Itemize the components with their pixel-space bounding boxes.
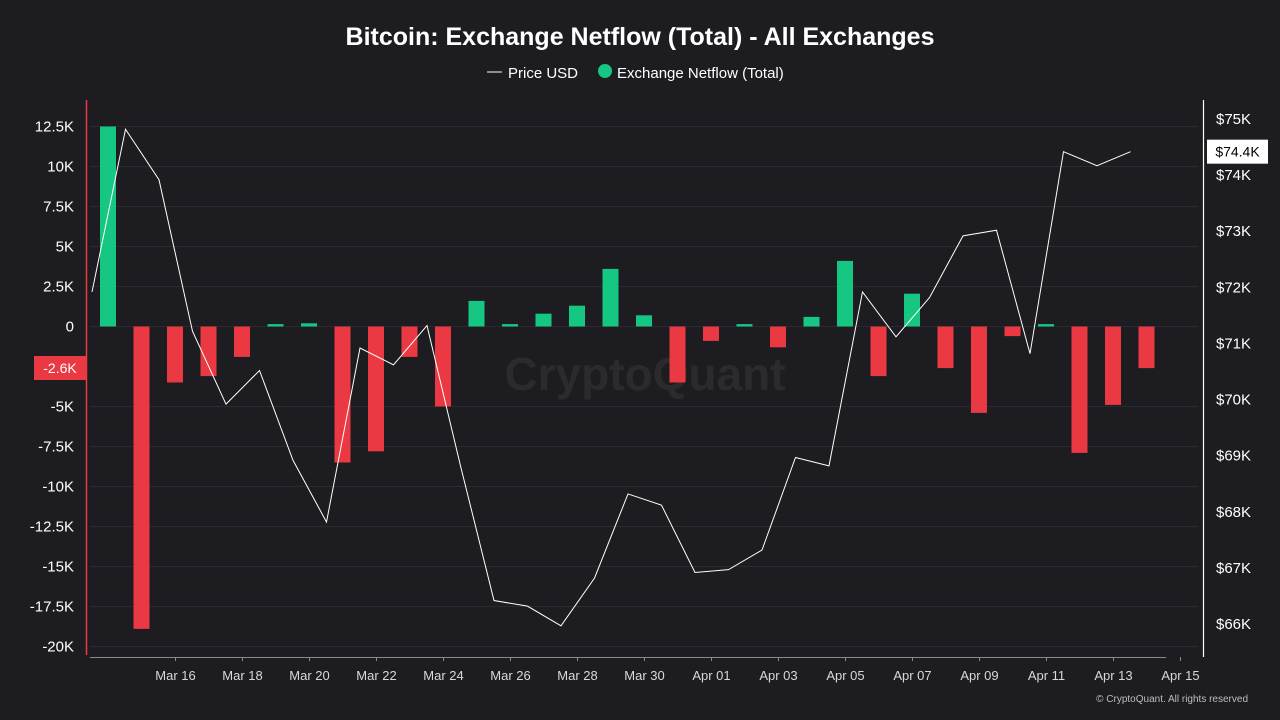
y-left-tick-label: 10K (47, 159, 74, 176)
netflow-bar (100, 126, 116, 327)
netflow-bar (267, 324, 284, 327)
netflow-bar (736, 324, 753, 327)
netflow-bar (870, 326, 887, 377)
x-tick-label: Apr 15 (1161, 668, 1199, 683)
y-right-tick-label: $72K (1216, 279, 1251, 296)
last-value-badges: -2.6K $74.4K (34, 139, 1268, 380)
netflow-bar (1004, 326, 1021, 337)
x-tick-label: Apr 03 (759, 668, 797, 683)
y-left-tick-label: 0 (66, 319, 74, 336)
y-right-tick-label: $68K (1216, 504, 1251, 521)
left-y-axis-labels: 12.5K 10K 7.5K 5K 2.5K 0 -5K -7.5K -10K -12.5K -15… (30, 119, 74, 656)
netflow-bar (904, 293, 920, 327)
netflow-bars (100, 126, 1155, 629)
x-tick-label: Mar 26 (490, 668, 530, 683)
netflow-bar (669, 326, 686, 383)
price-line-group (91, 127, 1131, 627)
netflow-bar (1071, 326, 1088, 453)
legend-price-usd[interactable]: Price USD (508, 65, 578, 82)
x-axis-labels: Mar 16 Mar 18 Mar 20 Mar 22 Mar 24 Mar 26 Mar … (155, 657, 1200, 683)
netflow-bar (200, 326, 217, 377)
netflow-bar (301, 323, 317, 327)
axes (85, 100, 1205, 658)
x-tick-label: Apr 07 (893, 668, 931, 683)
left-last-value-label: -2.6K (43, 360, 77, 376)
y-left-tick-label: -10K (42, 479, 74, 496)
x-tick-label: Apr 01 (692, 668, 730, 683)
netflow-bar (133, 326, 150, 629)
y-right-tick-label: $70K (1216, 392, 1251, 409)
y-left-tick-label: -20K (42, 639, 74, 656)
right-y-axis-labels: $75K $74K $73K $72K $71K $70K $69K $68K $67K $66K (1216, 111, 1251, 633)
y-left-tick-label: 2.5K (43, 279, 74, 296)
y-left-tick-label: 5K (56, 239, 74, 256)
netflow-bar (569, 305, 585, 327)
x-tick-label: Mar 20 (289, 668, 329, 683)
x-tick-label: Mar 16 (155, 668, 195, 683)
y-right-tick-label: $74K (1216, 167, 1251, 184)
x-tick-label: Mar 28 (557, 668, 597, 683)
netflow-bar (535, 313, 552, 327)
y-left-tick-label: -5K (51, 399, 74, 416)
netflow-bar (401, 326, 418, 357)
gridlines (90, 126, 1198, 647)
y-left-tick-label: -17.5K (30, 599, 74, 616)
netflow-bar (334, 326, 351, 463)
netflow-bar (803, 316, 820, 327)
netflow-bar (1138, 326, 1155, 369)
netflow-bar (468, 300, 485, 327)
x-tick-label: Apr 13 (1094, 668, 1132, 683)
y-left-tick-label: -15K (42, 559, 74, 576)
legend-exchange-netflow[interactable]: Exchange Netflow (Total) (617, 65, 784, 82)
netflow-bar (234, 326, 250, 357)
netflow-bar (1038, 324, 1054, 327)
left-last-value-badge (34, 356, 86, 380)
y-left-tick-label: 7.5K (43, 199, 74, 216)
netflow-bar (602, 268, 619, 327)
x-tick-label: Mar 22 (356, 668, 396, 683)
netflow-bar (502, 324, 518, 327)
netflow-bar (167, 326, 183, 383)
y-left-tick-label: -7.5K (38, 439, 74, 456)
netflow-bar (703, 326, 719, 341)
x-tick-label: Apr 09 (960, 668, 998, 683)
netflow-bar (636, 315, 652, 327)
y-right-tick-label: $66K (1216, 616, 1251, 633)
legend[interactable]: Price USD Exchange Netflow (Total) (487, 64, 784, 82)
copyright-notice: © CryptoQuant. All rights reserved (1096, 694, 1248, 705)
netflow-bar (971, 326, 987, 413)
netflow-bar (435, 326, 451, 407)
right-last-value-label: $74.4K (1215, 144, 1260, 160)
x-tick-label: Apr 05 (826, 668, 864, 683)
x-tick-label: Mar 18 (222, 668, 262, 683)
y-right-tick-label: $75K (1216, 111, 1251, 128)
price-line (91, 127, 1131, 627)
right-last-value-badge (1207, 139, 1268, 164)
legend-netflow-dot-marker (598, 64, 612, 78)
y-left-tick-label: 12.5K (35, 119, 74, 136)
y-left-tick-label: -12.5K (30, 519, 74, 536)
y-right-tick-label: $67K (1216, 560, 1251, 577)
y-right-tick-label: $69K (1216, 448, 1251, 465)
x-tick-label: Mar 30 (624, 668, 664, 683)
netflow-bar (368, 326, 384, 452)
watermark: CryptoQuant (504, 348, 785, 400)
x-tick-label: Mar 24 (423, 668, 463, 683)
netflow-bar (837, 260, 853, 327)
netflow-bar (1105, 326, 1121, 405)
y-right-tick-label: $71K (1216, 335, 1251, 352)
y-right-tick-label: $73K (1216, 223, 1251, 240)
chart-title: Bitcoin: Exchange Netflow (Total) - All … (346, 23, 935, 51)
netflow-bar (770, 326, 786, 348)
netflow-bar (937, 326, 954, 369)
x-tick-label: Apr 11 (1028, 668, 1065, 683)
